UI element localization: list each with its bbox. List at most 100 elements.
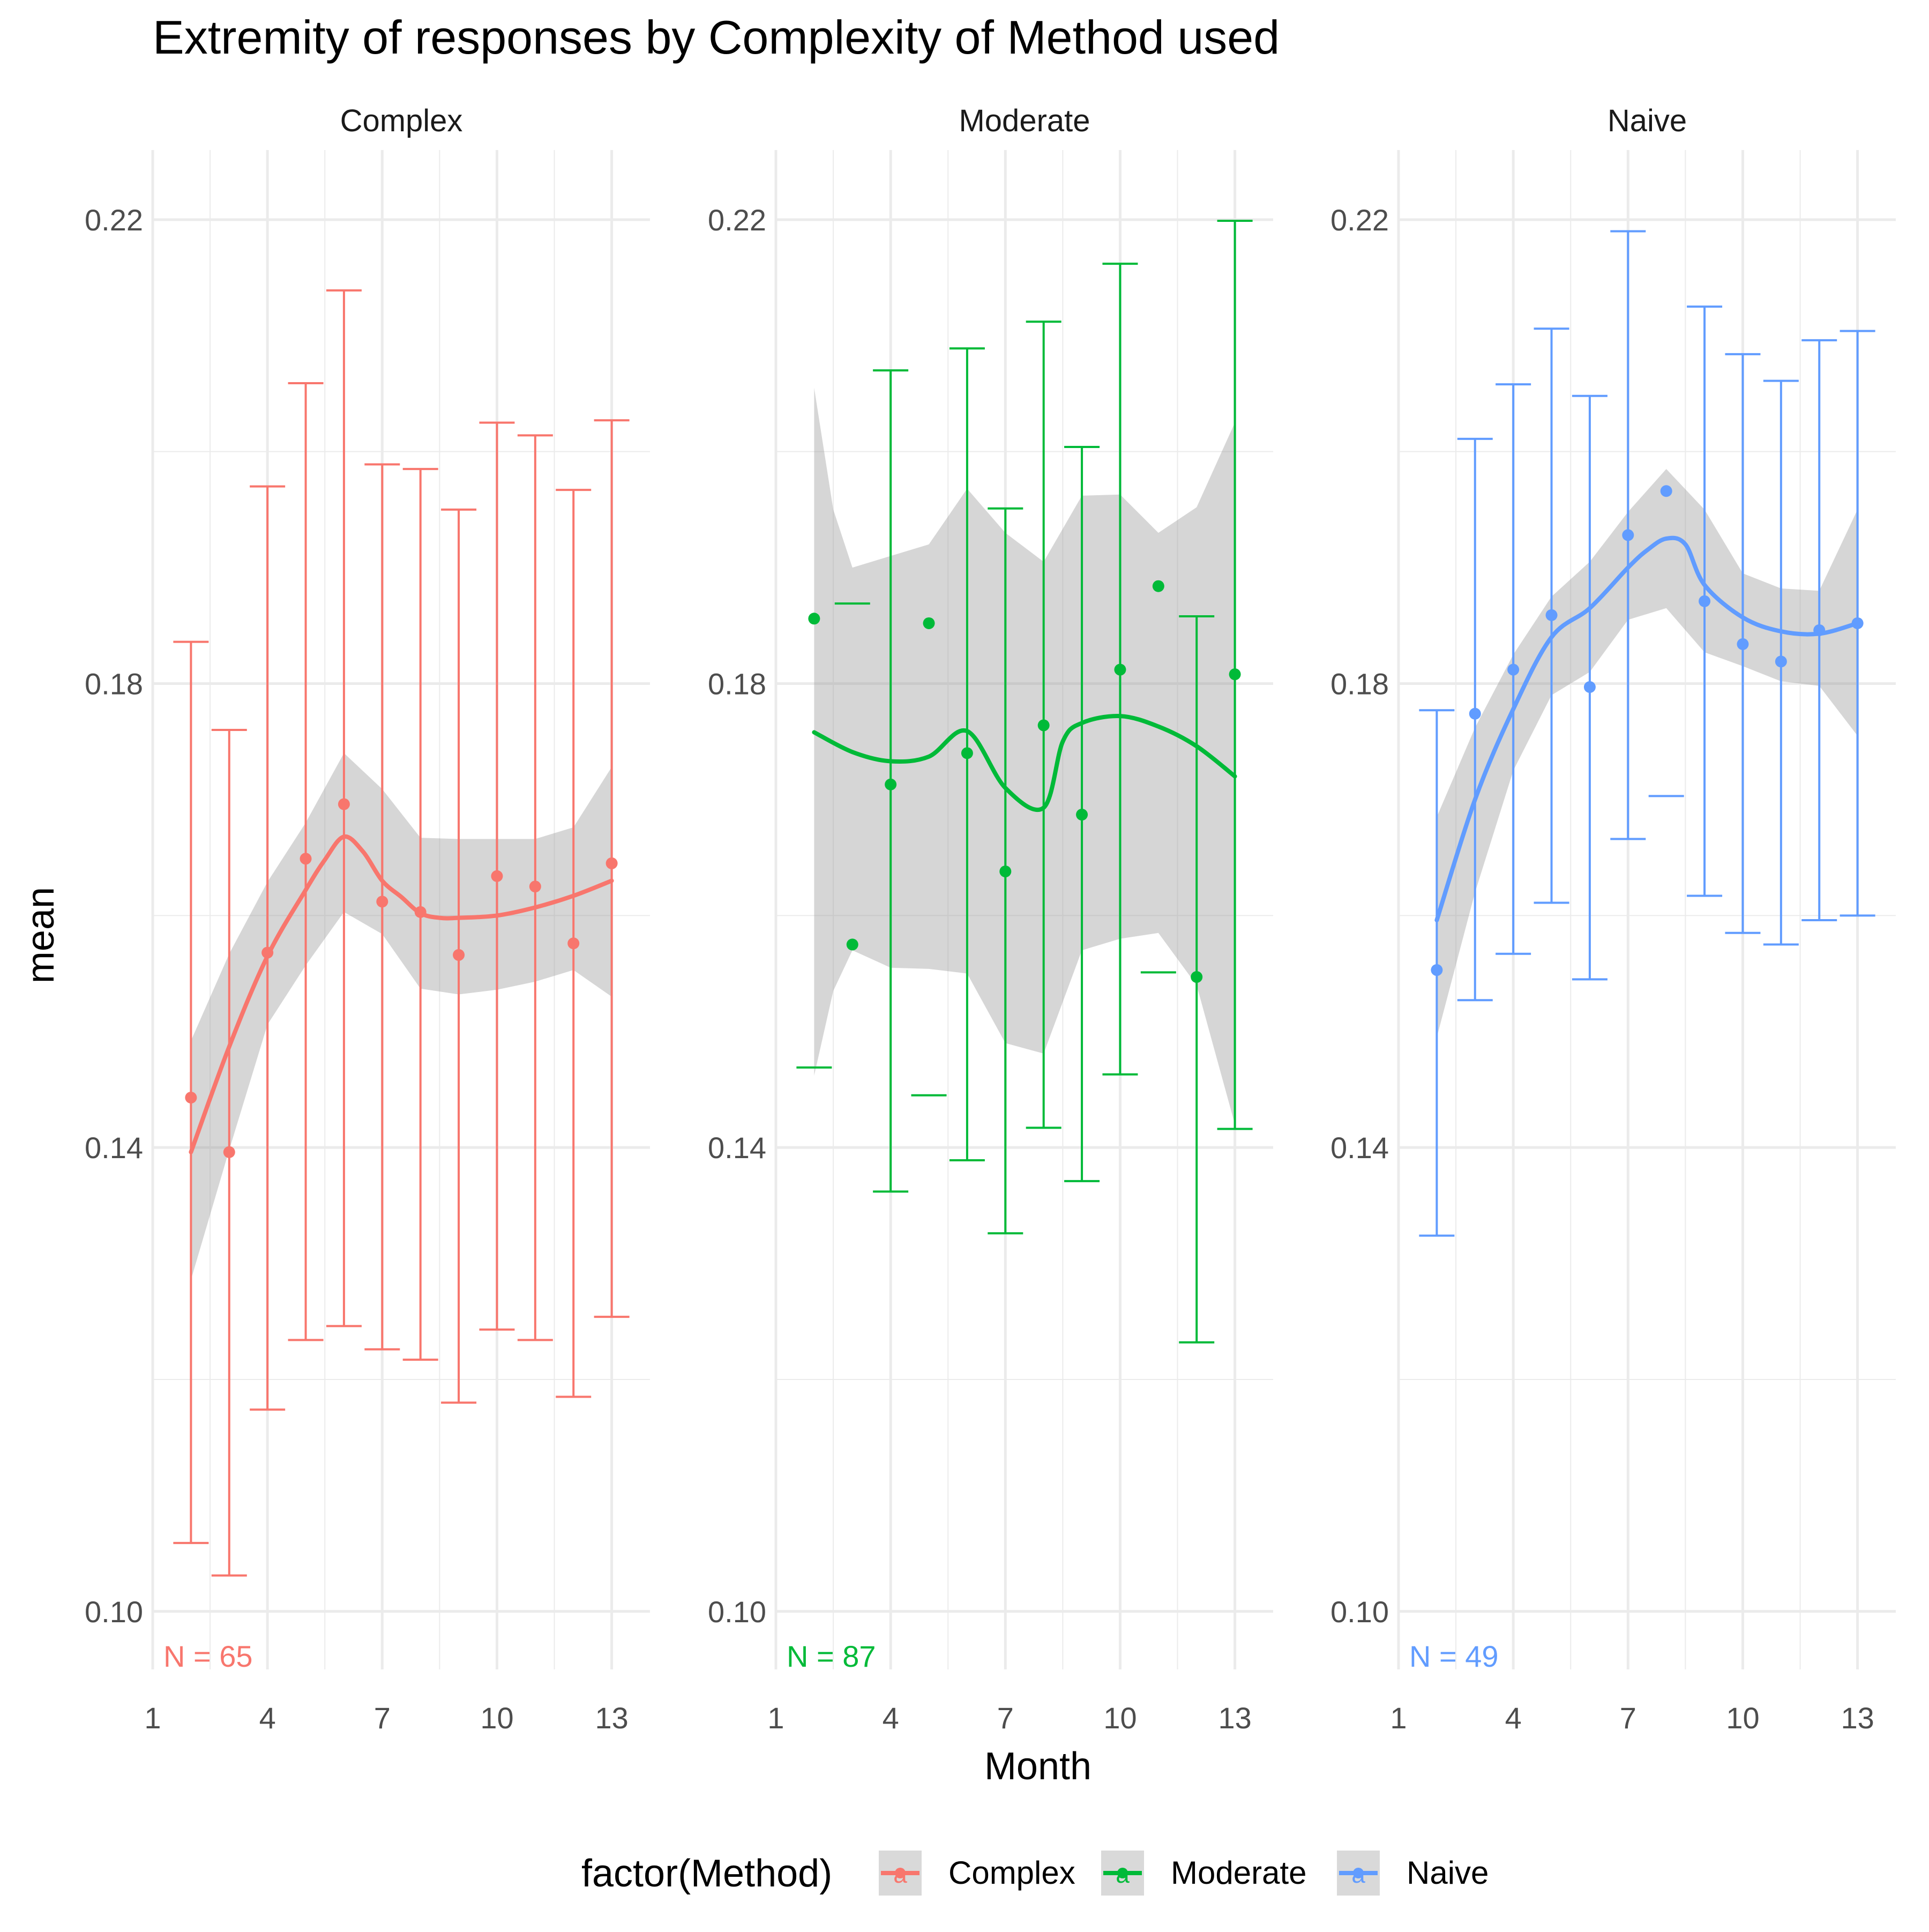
- confidence-band: [1437, 469, 1858, 1038]
- y-tick-label: 0.18: [85, 667, 143, 700]
- data-point: [1114, 663, 1126, 676]
- facet-strip-label: Naive: [1608, 103, 1687, 138]
- data-point: [414, 906, 427, 918]
- x-tick-label: 7: [1620, 1701, 1636, 1735]
- data-point: [1851, 617, 1864, 629]
- sample-size-label: N = 49: [1409, 1639, 1499, 1673]
- data-point: [923, 617, 935, 629]
- data-point: [261, 946, 274, 959]
- data-point: [1622, 529, 1634, 541]
- data-point: [846, 938, 858, 951]
- data-point: [1469, 707, 1481, 720]
- smooth-line: [1434, 535, 1860, 922]
- legend: factor(Method) a Complex a Moderate a Naive: [581, 1851, 1489, 1896]
- x-tick-label: 7: [374, 1701, 391, 1735]
- legend-item-moderate: a Moderate: [1101, 1851, 1306, 1896]
- y-tick-label: 0.14: [1330, 1131, 1389, 1165]
- x-tick-label: 13: [1841, 1701, 1874, 1735]
- data-point: [1699, 595, 1711, 607]
- data-point: [185, 1092, 197, 1104]
- data-point: [1813, 624, 1826, 636]
- data-point: [300, 853, 312, 865]
- data-point: [529, 881, 541, 893]
- y-tick-label: 0.10: [1330, 1595, 1389, 1629]
- data-point: [1431, 964, 1443, 976]
- data-point: [1037, 719, 1050, 732]
- chart-title: Extremity of responses by Complexity of …: [153, 11, 1280, 64]
- x-tick-label: 13: [1218, 1701, 1251, 1735]
- legend-key-glyph: a: [1351, 1860, 1365, 1888]
- facet-panel-naive: Naive 0.10 0.14 0.18 0.22 1 4 7 10 13 N = 49: [1330, 103, 1896, 1735]
- y-tick-label: 0.14: [708, 1131, 766, 1165]
- x-tick-label: 4: [883, 1701, 899, 1735]
- legend-key-point: [895, 1868, 906, 1878]
- data-point: [999, 866, 1012, 878]
- x-tick-label: 10: [1726, 1701, 1759, 1735]
- confidence-band: [814, 387, 1235, 1124]
- data-point: [1583, 681, 1596, 693]
- y-tick-label: 0.22: [708, 203, 766, 237]
- data-point: [491, 870, 503, 882]
- data-point: [961, 747, 973, 759]
- x-tick-label: 7: [997, 1701, 1014, 1735]
- data-point: [1152, 580, 1164, 592]
- data-point: [808, 613, 820, 625]
- legend-item-complex: a Complex: [879, 1851, 1075, 1896]
- facet-strip-label: Moderate: [959, 103, 1090, 138]
- x-tick-label: 10: [480, 1701, 513, 1735]
- legend-key-point: [1117, 1868, 1128, 1878]
- facet-panels: Complex 0.10 0.14 0.18 0.22 1 4 7 10 13 N = 65 Mode…: [85, 103, 1896, 1735]
- x-tick-label: 1: [1390, 1701, 1407, 1735]
- y-tick-label: 0.22: [85, 203, 143, 237]
- facet-panel-moderate: Moderate 0.10 0.14 0.18 0.22 1 4 7 10 13 N = 87: [708, 103, 1273, 1735]
- smooth-line: [189, 834, 614, 1154]
- data-point: [1545, 609, 1558, 621]
- y-axis-label: mean: [19, 887, 62, 983]
- legend-item-label: Complex: [948, 1855, 1075, 1891]
- legend-item-naive: a Naive: [1337, 1851, 1489, 1896]
- legend-item-label: Moderate: [1171, 1855, 1306, 1891]
- y-tick-label: 0.10: [708, 1595, 766, 1629]
- legend-key-point: [1353, 1868, 1364, 1878]
- y-tick-label: 0.18: [708, 667, 766, 700]
- x-axis-label: Month: [984, 1745, 1091, 1788]
- data-point: [1507, 663, 1520, 676]
- x-tick-label: 1: [144, 1701, 161, 1735]
- facet-panel-complex: Complex 0.10 0.14 0.18 0.22 1 4 7 10 13 N = 65: [85, 103, 650, 1735]
- data-point: [885, 778, 897, 790]
- y-tick-label: 0.18: [1330, 667, 1389, 700]
- x-tick-label: 10: [1103, 1701, 1137, 1735]
- data-point: [567, 937, 580, 950]
- data-point: [453, 949, 465, 961]
- data-point: [1737, 638, 1749, 650]
- facet-strip-label: Complex: [340, 103, 463, 138]
- smooth-line: [812, 713, 1237, 812]
- legend-title: factor(Method): [581, 1852, 832, 1895]
- data-point: [1229, 668, 1241, 681]
- sample-size-label: N = 65: [163, 1639, 253, 1673]
- y-tick-label: 0.14: [85, 1131, 143, 1165]
- data-point: [376, 896, 388, 908]
- x-tick-label: 1: [767, 1701, 784, 1735]
- legend-key-glyph: a: [1116, 1860, 1130, 1888]
- y-tick-label: 0.10: [85, 1595, 143, 1629]
- x-tick-label: 4: [1505, 1701, 1522, 1735]
- data-point: [1191, 971, 1203, 983]
- data-point: [1775, 655, 1787, 668]
- confidence-band: [191, 753, 612, 1280]
- sample-size-label: N = 87: [787, 1639, 876, 1673]
- x-tick-label: 4: [259, 1701, 276, 1735]
- data-point: [1076, 809, 1088, 821]
- x-tick-label: 13: [595, 1701, 628, 1735]
- legend-items: a Complex a Moderate a Naive: [879, 1851, 1489, 1896]
- data-point: [223, 1146, 235, 1158]
- data-point: [605, 857, 618, 869]
- y-tick-label: 0.22: [1330, 203, 1389, 237]
- legend-key-glyph: a: [893, 1860, 907, 1888]
- data-point: [1660, 485, 1672, 497]
- legend-item-label: Naive: [1407, 1855, 1489, 1891]
- data-point: [338, 798, 350, 810]
